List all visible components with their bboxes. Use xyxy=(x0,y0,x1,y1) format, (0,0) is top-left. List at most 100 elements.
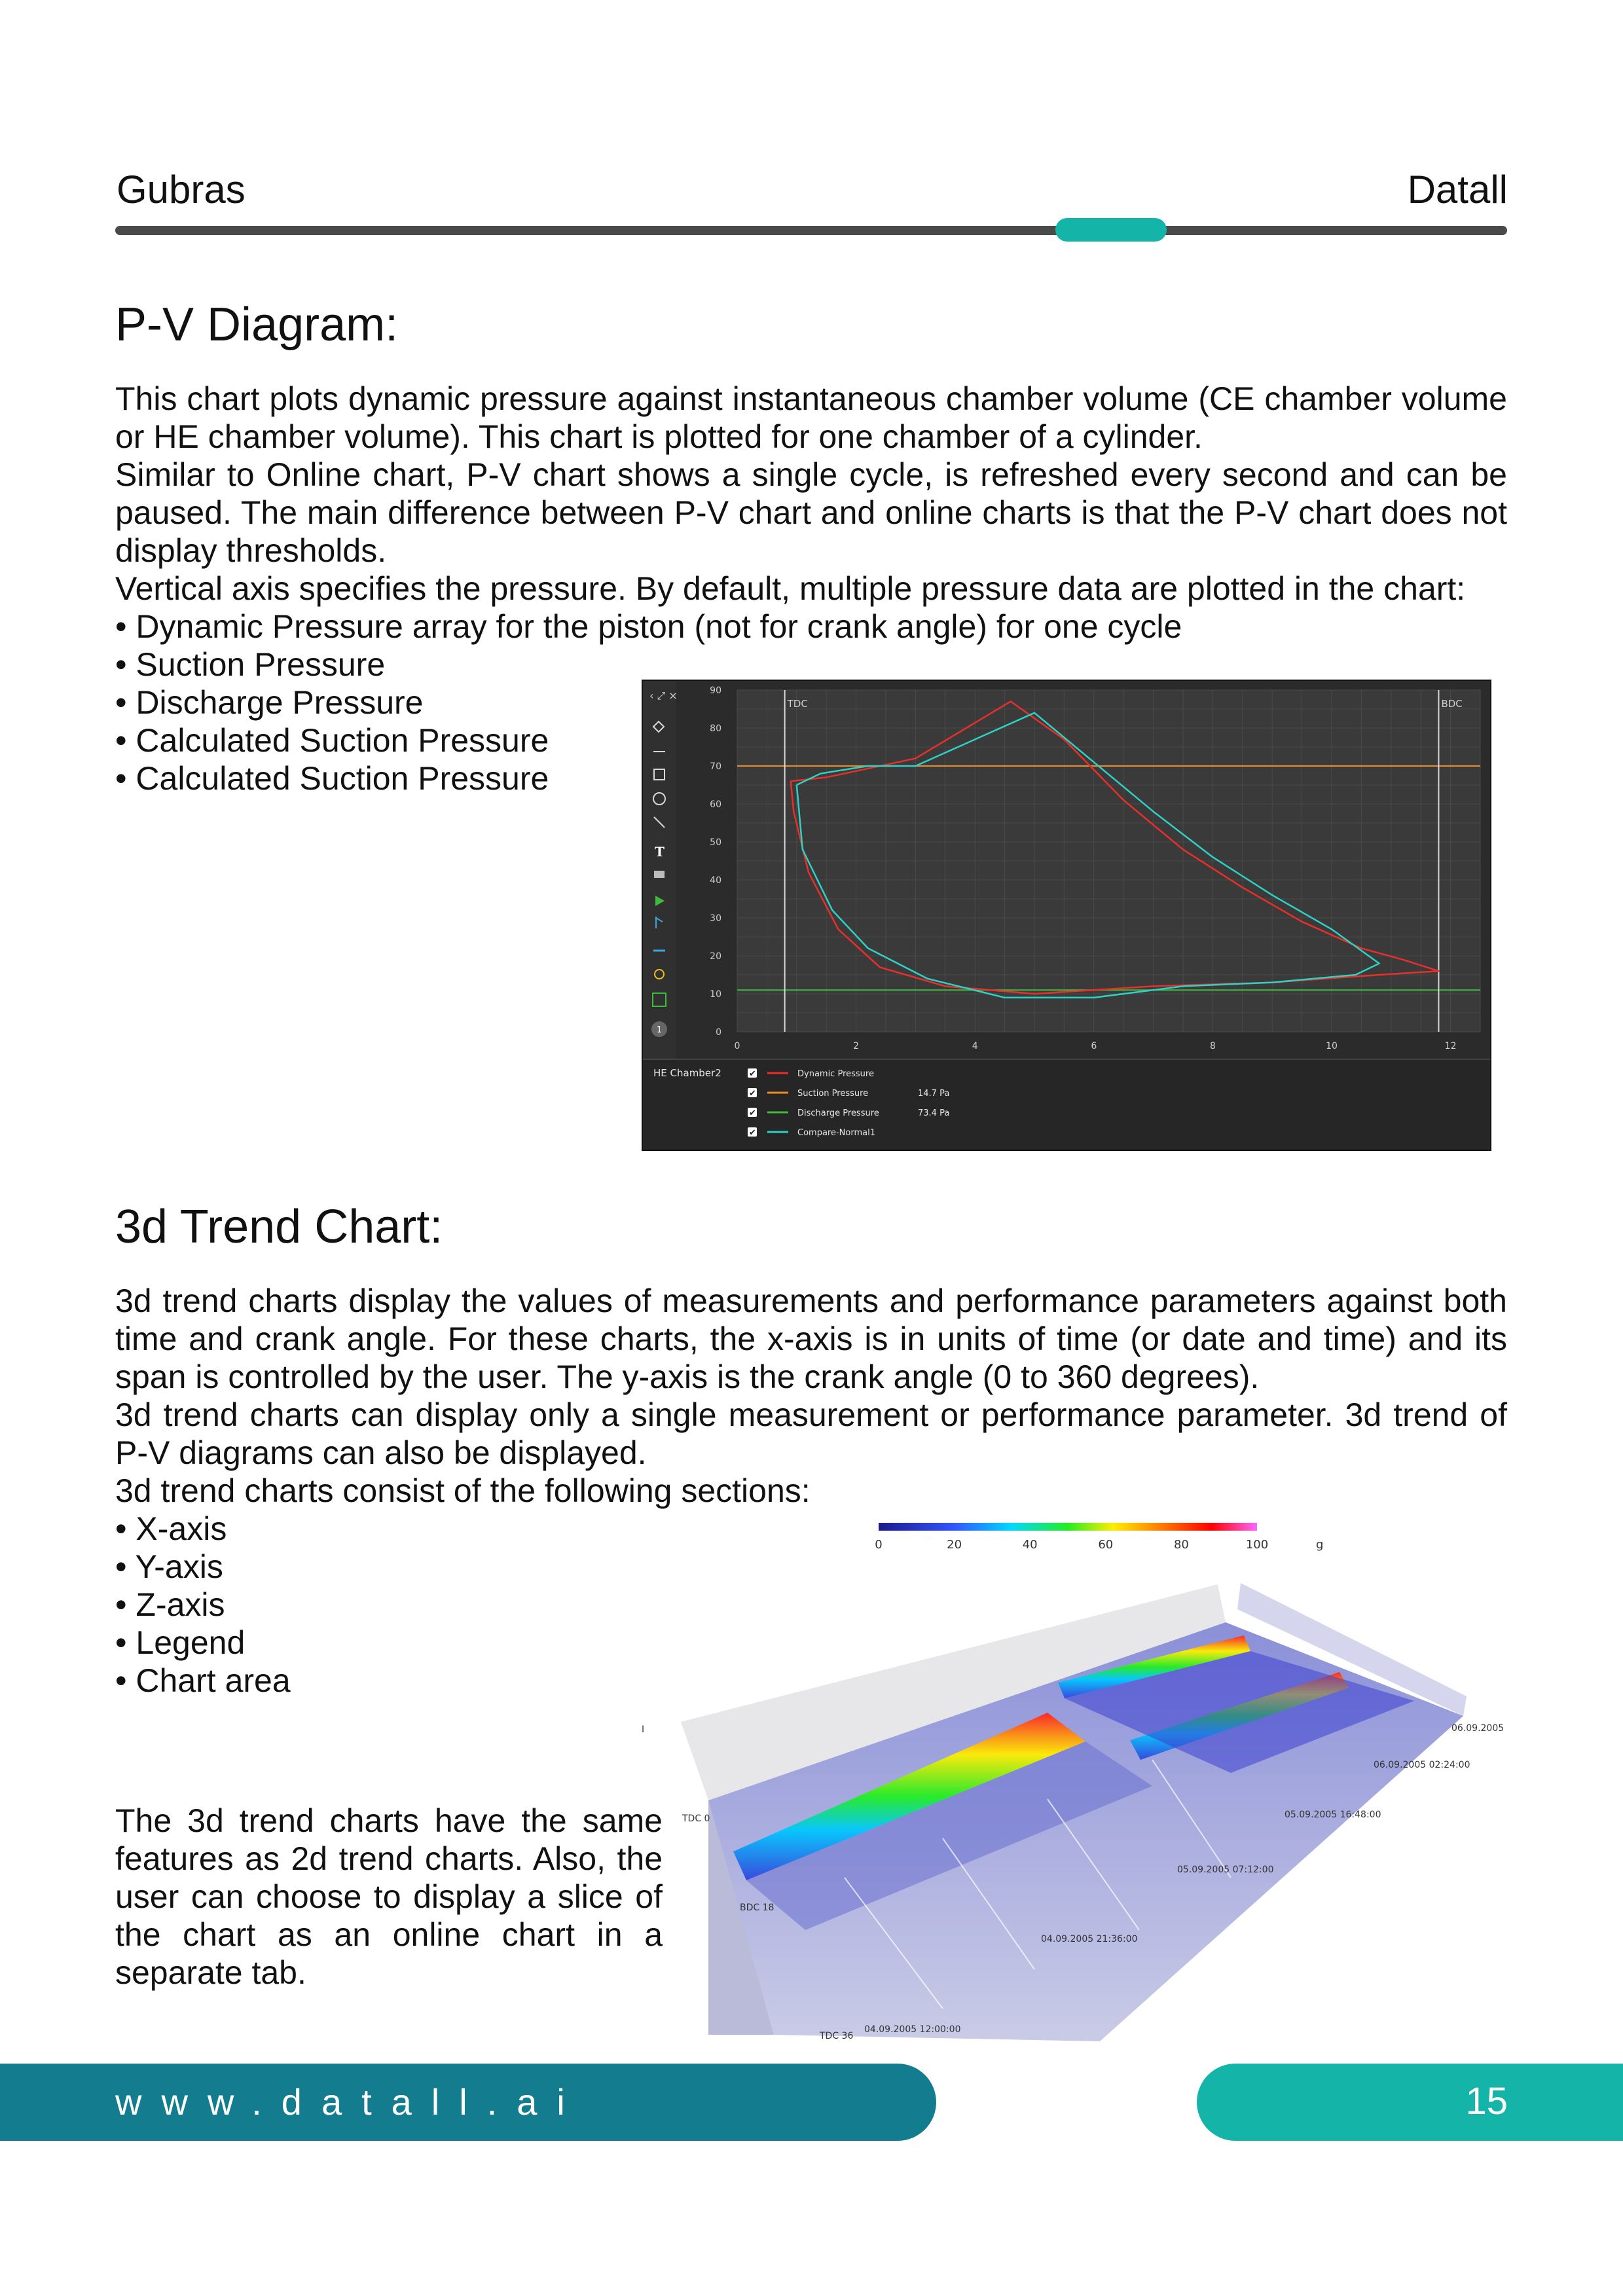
data-ridge-1 xyxy=(733,1713,1085,1880)
header-accent-pill xyxy=(1055,218,1167,242)
header-brand-left: Gubras xyxy=(117,168,246,211)
comment-icon[interactable] xyxy=(654,871,665,878)
legend-value: 73.4 Pa xyxy=(918,1108,949,1118)
back-wall xyxy=(681,1584,1226,1800)
paragraph: Vertical axis specifies the pressure. By… xyxy=(115,570,1466,607)
legend-checkbox xyxy=(748,1127,757,1137)
check-icon: ✔ xyxy=(749,1108,756,1118)
time-label-2: 05.09.2005 07:12:00 xyxy=(1177,1865,1274,1875)
check-icon: ✔ xyxy=(749,1069,756,1079)
legend-checkbox xyxy=(748,1068,757,1078)
section-title-pv: P-V Diagram: xyxy=(115,299,399,351)
x-tick-label: 8 xyxy=(1210,1041,1216,1051)
section-title-3d-trend: 3d Trend Chart: xyxy=(115,1201,443,1253)
y-tick-label: 30 xyxy=(710,913,721,924)
colorbar-ticks: 0 20 40 60 80 100 xyxy=(875,1538,1268,1552)
x-tick-label: 10 xyxy=(1326,1041,1338,1051)
paragraph: 3d trend charts consist of the following… xyxy=(115,1472,811,1509)
pv-toolbar xyxy=(643,681,676,1059)
y-tick-label: 0 xyxy=(716,1027,721,1038)
colorbar-unit: g xyxy=(1316,1538,1323,1552)
paragraph: Similar to Online chart, P-V chart shows… xyxy=(115,456,1507,569)
y-tick-label: 50 xyxy=(710,837,721,848)
list-item: Suction Pressure xyxy=(115,646,1182,683)
legend-label: Compare-Normal1 xyxy=(797,1128,875,1138)
floor-edge xyxy=(708,1800,774,2035)
list-item: Z-axis xyxy=(115,1586,291,1624)
header-brand-right: Datall xyxy=(1407,168,1508,211)
legend-label: Dynamic Pressure xyxy=(797,1069,874,1079)
time-label-3: 05.09.2005 16:48:00 xyxy=(1285,1810,1381,1820)
sun-icon[interactable] xyxy=(654,969,665,979)
chamber-label: HE Chamber2 xyxy=(653,1067,721,1079)
pv-bullet-list: Dynamic Pressure array for the piston (n… xyxy=(115,608,1182,797)
colorbar-tick-label: 20 xyxy=(947,1538,962,1552)
trend-3d-svg: 0 20 40 60 80 100 g I TDC 0 BDC 18 TDC 36 04.… xyxy=(642,1523,1504,2041)
colorbar-tick-label: 40 xyxy=(1023,1538,1038,1552)
colorbar-tick-label: 80 xyxy=(1174,1538,1189,1552)
series-dynamic-pressure xyxy=(790,701,1440,995)
badge-count xyxy=(651,1021,667,1037)
check-icon: ✔ xyxy=(749,1128,756,1138)
x-tick-label: 6 xyxy=(1091,1041,1097,1051)
trend-side-paragraph: The 3d trend charts have the same featur… xyxy=(115,1802,663,1991)
time-label-4: 06.09.2005 02:24:00 xyxy=(1374,1760,1470,1770)
side-wall xyxy=(1237,1583,1467,1716)
collapse-icon[interactable]: ‹ ⤢ × xyxy=(649,689,678,702)
y-tick-label: 40 xyxy=(710,875,721,886)
badge-count-text: 1 xyxy=(657,1025,662,1035)
list-item: Calculated Suction Pressure xyxy=(115,721,1182,759)
colorbar-tick-label: 0 xyxy=(875,1538,882,1552)
list-item: Calculated Suction Pressure xyxy=(115,759,1182,797)
text-tool-icon[interactable]: T xyxy=(655,844,665,860)
x-tick-label: 12 xyxy=(1445,1041,1457,1051)
pv-legend-area xyxy=(643,1059,1490,1150)
list-item: Chart area xyxy=(115,1662,290,1700)
data-ridge-2 xyxy=(1058,1635,1250,1698)
time-grid xyxy=(844,1759,1231,2009)
legend-value: 14.7 Pa xyxy=(918,1089,949,1099)
y-tick-label: 10 xyxy=(710,989,721,1000)
fill-bucket-icon[interactable] xyxy=(652,720,665,733)
colorbar-tick-label: 100 xyxy=(1246,1538,1268,1552)
legend-label: Discharge Pressure xyxy=(797,1108,879,1118)
page-number: 15 xyxy=(1465,2080,1508,2123)
crank-label-tdc36: TDC 36 xyxy=(819,2031,853,2041)
footer-url-bar xyxy=(0,2064,936,2141)
section-pv-body: This chart plots dynamic pressure agains… xyxy=(115,380,1507,608)
section-3d-body: 3d trend charts display the values of me… xyxy=(115,1282,1507,1510)
pv-lines xyxy=(737,690,1480,1032)
list-item: Discharge Pressure xyxy=(115,683,1182,721)
diagonal-line-icon[interactable] xyxy=(653,816,665,828)
check-icon: ✔ xyxy=(749,1089,756,1099)
y-tick-label: 20 xyxy=(710,951,721,962)
y-tick-label: 80 xyxy=(710,723,721,734)
rectangle-tool-icon[interactable] xyxy=(653,769,665,780)
time-label-5: 06.09.2005 xyxy=(1451,1723,1504,1734)
y-tick-label: 60 xyxy=(710,799,721,810)
legend-label: Suction Pressure xyxy=(797,1089,868,1099)
x-tick-label: 4 xyxy=(972,1041,978,1051)
pv-chart-svg: ‹ ⤢ × T 1 0 10 20 30 40 50 60 70 80 90 0 2 4 6 8 10 12 T… xyxy=(643,681,1490,1150)
list-item: X-axis xyxy=(115,1510,291,1548)
tdc-marker-label: TDC xyxy=(787,698,808,710)
circle-tool-icon[interactable] xyxy=(653,792,666,805)
crank-label-bdc: BDC 18 xyxy=(740,1903,774,1913)
paragraph: 3d trend charts can display only a singl… xyxy=(115,1396,1507,1471)
trend-3d-chart: 0 20 40 60 80 100 g I TDC 0 BDC 18 TDC 36 04.… xyxy=(642,1511,1506,2041)
cursor-tool-icon[interactable] xyxy=(655,917,663,928)
time-label-0: 04.09.2005 12:00:00 xyxy=(864,2024,961,2035)
legend-checkbox xyxy=(748,1108,757,1117)
crank-label-tdc0: TDC 0 xyxy=(682,1813,710,1824)
note-mark: I xyxy=(642,1724,644,1735)
series-compare-normal1 xyxy=(795,712,1380,999)
pv-ticks: 0 10 20 30 40 50 60 70 80 90 0 2 4 6 8 10 12 xyxy=(710,685,1456,1051)
pv-chart-panel: ‹ ⤢ × T 1 0 10 20 30 40 50 60 70 80 90 0 2 4 6 8 10 12 T… xyxy=(642,680,1491,1151)
play-icon[interactable] xyxy=(655,896,665,906)
pv-grid xyxy=(737,689,1481,1032)
list-item: Legend xyxy=(115,1624,291,1662)
fit-view-icon[interactable] xyxy=(652,993,666,1007)
time-label-1: 04.09.2005 21:36:00 xyxy=(1041,1934,1138,1944)
paragraph: This chart plots dynamic pressure agains… xyxy=(115,380,1507,455)
footer-url[interactable]: www.datall.ai xyxy=(115,2081,585,2123)
